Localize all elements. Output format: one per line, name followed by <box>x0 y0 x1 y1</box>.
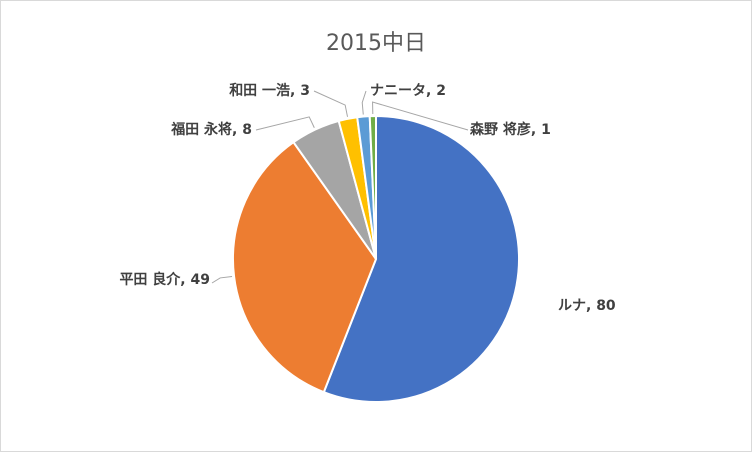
pie-slice-runa <box>322 114 520 403</box>
pie-slice-morino <box>368 114 377 260</box>
leader-line-nanita <box>361 90 367 115</box>
data-label-wada: 和田 一浩, 3 <box>229 82 310 99</box>
leader-line-fukuda <box>255 116 315 131</box>
pie-slice-hirata <box>232 140 378 394</box>
data-label-fukuda: 福田 永将, 8 <box>170 121 252 138</box>
leader-line-morino <box>372 101 469 131</box>
data-label-nanita: ナニータ, 2 <box>370 83 446 99</box>
pie-slices <box>232 114 520 403</box>
chart-title: 2015中日 <box>326 31 426 56</box>
leader-lines <box>211 90 469 284</box>
leader-line-wada <box>313 90 349 117</box>
data-label-runa: ルナ, 80 <box>558 298 616 314</box>
data-label-hirata: 平田 良介, 49 <box>119 271 210 288</box>
leader-line-hirata <box>211 275 233 284</box>
data-label-morino: 森野 将彦, 1 <box>470 121 551 138</box>
